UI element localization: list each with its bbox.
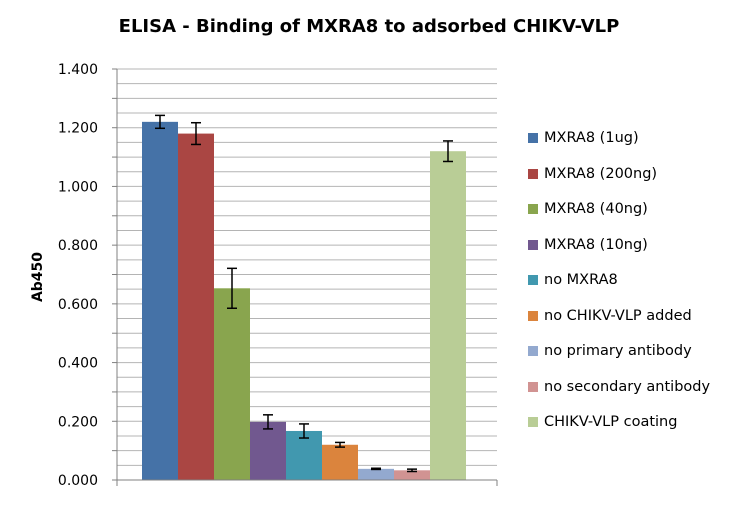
legend-label: no MXRA8: [544, 272, 618, 288]
error-bar: [407, 468, 417, 473]
legend-item: MXRA8 (10ng): [528, 233, 733, 257]
legend-swatch: [528, 310, 538, 321]
bar: [178, 133, 214, 481]
y-tick-label: 0.800: [58, 238, 98, 254]
legend-label: MXRA8 (200ng): [544, 165, 658, 182]
legend-item: MXRA8 (200ng): [528, 162, 733, 186]
axes: [112, 68, 498, 486]
legend-label: MXRA8 (10ng): [544, 236, 648, 253]
legend-swatch: [528, 346, 538, 356]
legend-swatch: [528, 275, 538, 285]
legend-swatch: [528, 417, 538, 427]
error-bar: [263, 414, 273, 430]
legend-swatch: [528, 133, 538, 143]
legend-label: MXRA8 (40ng): [544, 201, 648, 217]
error-bar: [371, 467, 381, 471]
legend-label: no CHIKV-VLP added: [544, 307, 692, 324]
legend-label: no secondary antibody: [544, 378, 711, 395]
y-tick-label: 0.000: [58, 473, 98, 489]
legend: MXRA8 (1ug) MXRA8 (200ng) MXRA8 (40ng) MXRA…: [528, 126, 733, 446]
y-tick-label: 1.000: [58, 179, 98, 195]
legend-item: MXRA8 (40ng): [528, 197, 733, 221]
y-tick-label: 1.400: [58, 62, 98, 78]
error-bar: [227, 267, 237, 310]
bar: [214, 288, 250, 480]
error-bars: [155, 114, 453, 473]
legend-swatch: [528, 168, 538, 179]
bar: [250, 421, 286, 480]
error-bar: [155, 114, 165, 130]
bar: [358, 468, 394, 480]
error-bar: [443, 140, 453, 163]
legend-label: CHIKV-VLP coating: [544, 414, 678, 430]
y-tick-label: 1.200: [58, 121, 98, 137]
legend-item: no CHIKV-VLP added: [528, 304, 733, 328]
legend-item: no MXRA8: [528, 268, 733, 292]
bar: [394, 470, 430, 480]
bars: [142, 121, 466, 481]
y-tick-label: 0.200: [58, 414, 98, 430]
y-tick-label: 0.400: [58, 356, 98, 372]
legend-label: MXRA8 (1ug): [544, 130, 639, 146]
bar: [286, 430, 322, 480]
error-bar: [191, 121, 201, 146]
chart-title: ELISA - Binding of MXRA8 to adsorbed CHI…: [118, 16, 620, 37]
legend-item: no secondary antibody: [528, 375, 733, 399]
y-axis-label: Ab450: [30, 252, 46, 302]
y-tick-labels: 0.000 0.200 0.400 0.600 0.800 1.000 1.200 1.400: [58, 62, 98, 489]
bar: [142, 121, 178, 480]
error-bar: [335, 441, 345, 448]
bar: [322, 444, 358, 480]
legend-item: no primary antibody: [528, 339, 733, 363]
bar: [430, 151, 466, 480]
legend-item: CHIKV-VLP coating: [528, 410, 733, 434]
error-bar: [299, 423, 309, 439]
legend-swatch: [528, 381, 538, 392]
legend-swatch: [528, 204, 538, 214]
y-tick-label: 0.600: [58, 297, 98, 313]
legend-swatch: [528, 239, 538, 250]
legend-label: no primary antibody: [544, 343, 692, 359]
legend-item: MXRA8 (1ug): [528, 126, 733, 150]
